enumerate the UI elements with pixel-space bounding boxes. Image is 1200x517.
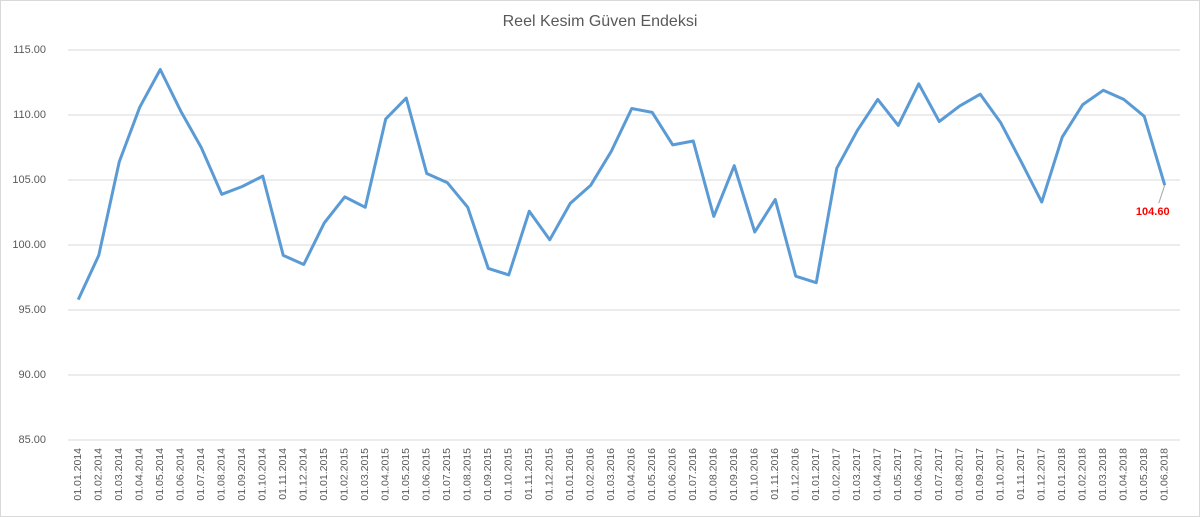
x-tick-label: 01.03.2017 xyxy=(851,448,863,501)
x-tick-label: 01.04.2014 xyxy=(134,448,146,501)
y-tick-label: 85.00 xyxy=(18,434,46,446)
x-tick-label: 01.03.2018 xyxy=(1097,448,1109,501)
x-tick-label: 01.06.2014 xyxy=(175,448,187,501)
x-tick-label: 01.10.2014 xyxy=(257,448,269,501)
x-tick-label: 01.07.2014 xyxy=(195,448,207,501)
x-tick-label: 01.05.2015 xyxy=(400,448,412,501)
x-tick-label: 01.12.2014 xyxy=(298,448,310,501)
leader-line xyxy=(1158,185,1166,204)
x-tick-label: 01.08.2016 xyxy=(708,448,720,501)
x-tick-label: 01.11.2016 xyxy=(769,448,781,500)
x-tick-label: 01.03.2014 xyxy=(113,448,125,501)
x-tick-label: 01.09.2015 xyxy=(482,448,494,501)
x-tick-label: 01.01.2018 xyxy=(1056,448,1068,501)
x-tick-label: 01.09.2016 xyxy=(728,448,740,501)
x-tick-label: 01.08.2017 xyxy=(954,448,966,501)
y-tick-label: 105.00 xyxy=(12,174,46,186)
x-tick-label: 01.02.2015 xyxy=(339,448,351,501)
x-tick-label: 01.11.2014 xyxy=(277,448,289,500)
x-tick-label: 01.04.2018 xyxy=(1118,448,1130,501)
x-tick-label: 01.12.2015 xyxy=(544,448,556,501)
y-tick-label: 110.00 xyxy=(13,109,46,121)
x-tick-label: 01.10.2016 xyxy=(749,448,761,501)
x-tick-label: 01.09.2017 xyxy=(974,448,986,501)
x-tick-label: 01.12.2017 xyxy=(1036,448,1048,501)
x-tick-label: 01.06.2016 xyxy=(667,448,679,501)
x-tick-label: 01.01.2016 xyxy=(564,448,576,501)
x-tick-label: 01.10.2015 xyxy=(503,448,515,501)
x-tick-label: 01.02.2016 xyxy=(585,448,597,501)
x-tick-label: 01.01.2017 xyxy=(810,448,822,501)
x-tick-label: 01.02.2017 xyxy=(831,448,843,501)
x-tick-label: 01.07.2016 xyxy=(687,448,699,501)
data-label: 104.60 xyxy=(1136,206,1170,218)
y-tick-label: 115.00 xyxy=(13,44,46,56)
chart-title: Reel Kesim Güven Endeksi xyxy=(503,13,698,30)
x-tick-label: 01.02.2018 xyxy=(1077,448,1089,501)
data-line xyxy=(76,68,1167,301)
x-tick-label: 01.05.2014 xyxy=(154,448,166,501)
y-tick-label: 90.00 xyxy=(18,369,46,381)
y-tick-label: 100.00 xyxy=(12,239,46,251)
x-tick-label: 01.05.2017 xyxy=(892,448,904,501)
x-tick-label: 01.07.2017 xyxy=(933,448,945,501)
x-tick-label: 01.03.2015 xyxy=(359,448,371,501)
y-tick-label: 95.00 xyxy=(18,304,46,316)
x-tick-label: 01.11.2015 xyxy=(523,448,535,500)
x-tick-label: 01.03.2016 xyxy=(605,448,617,501)
x-tick-label: 01.09.2014 xyxy=(236,448,248,501)
x-tick-label: 01.07.2015 xyxy=(441,448,453,501)
x-tick-label: 01.02.2014 xyxy=(93,448,105,501)
x-tick-label: 01.01.2015 xyxy=(318,448,330,501)
x-tick-label: 01.11.2017 xyxy=(1015,448,1027,500)
x-tick-label: 01.04.2015 xyxy=(380,448,392,501)
x-tick-label: 01.06.2017 xyxy=(913,448,925,501)
x-tick-label: 01.01.2014 xyxy=(72,448,84,501)
x-tick-label: 01.04.2017 xyxy=(872,448,884,501)
x-tick-label: 01.08.2014 xyxy=(216,448,228,501)
x-tick-label: 01.06.2018 xyxy=(1159,448,1171,501)
x-tick-label: 01.08.2015 xyxy=(462,448,474,501)
x-tick-label: 01.12.2016 xyxy=(790,448,802,501)
x-tick-label: 01.06.2015 xyxy=(421,448,433,501)
x-tick-label: 01.05.2016 xyxy=(646,448,658,501)
x-tick-label: 01.04.2016 xyxy=(626,448,638,501)
x-tick-label: 01.05.2018 xyxy=(1138,448,1150,501)
x-tick-label: 01.10.2017 xyxy=(995,448,1007,501)
